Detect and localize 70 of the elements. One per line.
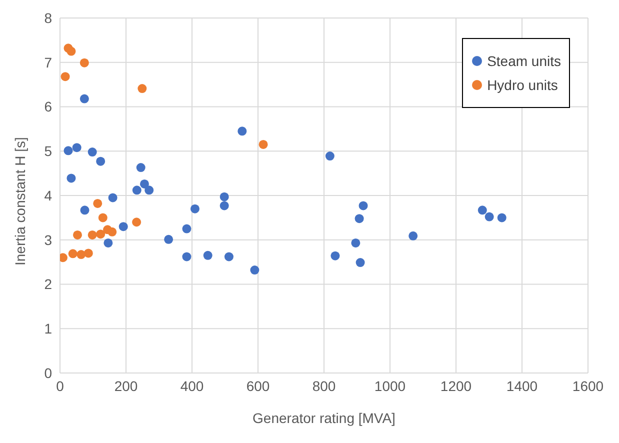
point xyxy=(220,201,229,210)
y-tick-label: 6 xyxy=(44,98,52,115)
x-tick-label: 1400 xyxy=(506,378,538,394)
point xyxy=(118,222,128,232)
point xyxy=(258,140,268,149)
legend-label: Steam units xyxy=(487,53,561,69)
point xyxy=(478,206,487,215)
point xyxy=(140,179,149,188)
point xyxy=(93,198,102,208)
point xyxy=(64,146,73,156)
point xyxy=(80,206,90,215)
point xyxy=(408,231,418,240)
x-tick-label: 0 xyxy=(56,378,64,394)
point xyxy=(358,201,368,210)
point xyxy=(351,238,360,248)
point xyxy=(72,143,82,152)
point xyxy=(356,258,365,268)
x-tick-label: 600 xyxy=(246,378,270,394)
point xyxy=(238,126,247,136)
point xyxy=(224,252,234,262)
point xyxy=(68,249,78,258)
point xyxy=(88,230,97,240)
point xyxy=(104,238,113,248)
point xyxy=(88,148,97,157)
point xyxy=(108,193,118,202)
point xyxy=(132,186,142,195)
point xyxy=(138,84,147,94)
point xyxy=(84,248,93,258)
x-tick-label: 200 xyxy=(114,378,138,394)
point xyxy=(96,230,106,239)
point xyxy=(182,252,192,262)
point xyxy=(72,230,82,240)
point xyxy=(80,58,89,68)
point xyxy=(203,250,212,260)
y-tick-label: 7 xyxy=(44,54,52,70)
point xyxy=(220,192,229,202)
x-tick-label: 1600 xyxy=(572,378,604,394)
y-tick-label: 1 xyxy=(44,320,52,337)
x-tick-label: 1200 xyxy=(440,378,472,394)
point xyxy=(96,156,106,166)
point xyxy=(497,213,506,222)
point xyxy=(108,227,117,236)
x-axis-title: Generator rating [MVA] xyxy=(252,410,396,426)
point xyxy=(132,218,142,227)
point xyxy=(60,72,70,82)
x-tick-label: 800 xyxy=(312,378,336,394)
point xyxy=(325,152,334,161)
point xyxy=(330,251,340,260)
y-tick-label: 2 xyxy=(44,276,52,292)
point xyxy=(354,214,364,224)
point xyxy=(250,266,260,275)
y-axis-title: Inertia constant H [s] xyxy=(12,137,28,266)
y-tick-label: 4 xyxy=(44,187,52,204)
point xyxy=(98,213,108,222)
point xyxy=(66,46,76,56)
point xyxy=(182,224,192,234)
point xyxy=(80,94,89,104)
y-tick-label: 5 xyxy=(44,143,52,160)
point xyxy=(190,204,200,214)
point xyxy=(144,186,154,195)
x-tick-label: 400 xyxy=(180,378,204,394)
point xyxy=(484,212,494,222)
x-tick-label: 1000 xyxy=(374,378,406,394)
point xyxy=(164,234,174,244)
y-tick-label: 3 xyxy=(44,232,52,248)
point xyxy=(66,174,76,183)
point xyxy=(136,163,146,172)
y-tick-label: 0 xyxy=(44,364,52,381)
legend-label: Hydro units xyxy=(487,77,558,93)
y-tick-label: 8 xyxy=(44,10,52,26)
